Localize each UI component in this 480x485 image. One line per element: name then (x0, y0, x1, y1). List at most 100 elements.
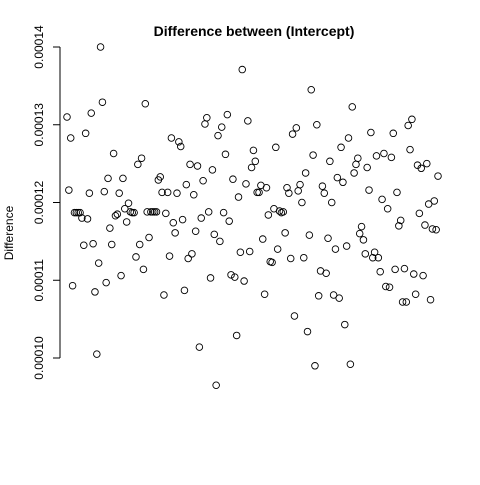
data-point (165, 252, 174, 260)
data-point (294, 187, 302, 195)
data-points (63, 43, 442, 389)
data-point (244, 117, 252, 125)
data-point (231, 273, 239, 281)
data-point (91, 288, 99, 296)
data-point (74, 208, 82, 217)
data-point (171, 229, 179, 237)
data-point (111, 211, 120, 220)
data-point (98, 98, 107, 106)
data-point (121, 204, 129, 213)
data-point (195, 343, 204, 351)
data-point (262, 183, 271, 192)
data-point (424, 200, 433, 208)
data-point (242, 180, 250, 188)
data-point (313, 120, 321, 129)
data-point (204, 208, 213, 216)
data-point (314, 292, 323, 300)
data-point (203, 114, 211, 122)
data-point (346, 360, 355, 368)
data-point (260, 290, 269, 299)
data-point (255, 188, 263, 197)
data-point (320, 189, 329, 197)
data-point (149, 208, 157, 216)
data-point (223, 110, 232, 119)
data-point (66, 134, 75, 142)
data-point (348, 103, 356, 111)
data-point (94, 259, 103, 267)
data-point (216, 237, 224, 246)
data-point (128, 208, 136, 217)
data-point (365, 186, 373, 194)
data-point (130, 208, 138, 217)
data-point (100, 187, 109, 196)
data-point (423, 159, 431, 168)
data-point (426, 295, 435, 304)
data-point (199, 176, 207, 185)
data-point (93, 350, 101, 358)
data-point (279, 208, 288, 216)
data-point (78, 214, 86, 222)
data-point (162, 209, 170, 218)
y-tick-label: 0.00011 (32, 259, 46, 302)
data-point (113, 210, 122, 218)
data-point (404, 121, 412, 130)
data-point (68, 281, 77, 290)
data-point (355, 229, 364, 238)
data-point (85, 189, 94, 197)
data-point (406, 145, 414, 154)
data-point (296, 180, 304, 189)
data-point (329, 291, 338, 299)
data-point (389, 129, 398, 138)
y-tick-label: 0.00012 (32, 180, 46, 224)
data-point (132, 253, 140, 261)
data-point (212, 381, 220, 389)
data-point (428, 225, 437, 233)
data-point (210, 230, 219, 239)
data-point (173, 189, 181, 197)
data-point (290, 312, 299, 320)
data-point (300, 253, 308, 262)
data-point (158, 188, 166, 197)
data-point (150, 208, 159, 216)
y-tick-label: 0.00010 (32, 336, 46, 380)
data-point (109, 149, 118, 158)
data-point (374, 253, 383, 262)
data-point (382, 282, 390, 291)
data-point (124, 199, 133, 208)
data-point (417, 164, 425, 173)
data-point (350, 169, 358, 177)
data-point (283, 183, 291, 192)
data-point (217, 123, 226, 131)
data-point (175, 138, 183, 146)
data-point (288, 130, 297, 138)
data-point (253, 188, 261, 197)
data-point (236, 248, 245, 257)
data-point (186, 160, 194, 169)
data-point (421, 221, 429, 229)
data-point (264, 211, 273, 219)
data-point (104, 174, 112, 183)
data-point (387, 153, 396, 162)
data-point (245, 247, 254, 256)
data-point (234, 193, 243, 201)
data-point (354, 154, 362, 162)
data-point (402, 298, 411, 306)
data-point (400, 264, 409, 273)
data-point (229, 175, 237, 183)
data-point (145, 233, 153, 242)
data-point (275, 207, 284, 215)
data-point (141, 100, 150, 108)
data-point (156, 173, 164, 181)
data-point (122, 218, 131, 226)
data-point (197, 214, 205, 222)
data-point (326, 157, 334, 166)
data-point (188, 250, 196, 258)
data-point (301, 169, 310, 177)
data-point (80, 241, 88, 250)
data-point (398, 298, 407, 306)
y-axis-label: Difference (2, 205, 16, 260)
data-point (311, 362, 319, 370)
data-point (339, 178, 347, 187)
data-point (372, 152, 381, 160)
data-point (396, 216, 405, 225)
